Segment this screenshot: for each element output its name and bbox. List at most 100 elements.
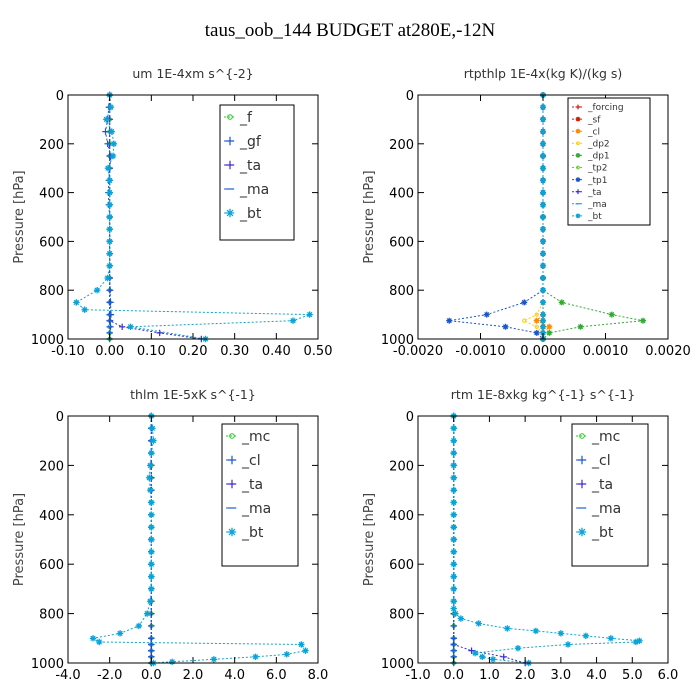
- data-point: [558, 299, 565, 306]
- legend-label: _ta: [587, 188, 602, 198]
- legend-label: _ma: [591, 501, 621, 517]
- data-point: [450, 548, 457, 556]
- data-point: [116, 630, 124, 637]
- y-tick-label: 1000: [31, 657, 64, 672]
- plot-frame: [417, 415, 669, 664]
- data-point: [534, 324, 539, 329]
- data-point: [575, 177, 581, 182]
- data-point: [450, 462, 457, 469]
- data-point: [150, 437, 157, 444]
- data-point: [632, 638, 640, 646]
- series-bt: [89, 412, 309, 667]
- data-point: [446, 317, 453, 324]
- data-point: [483, 311, 490, 318]
- data-point: [450, 598, 457, 605]
- series-ta: [450, 412, 529, 667]
- data-point: [540, 250, 546, 257]
- data-point: [450, 449, 457, 457]
- y-tick-label: 1000: [381, 657, 414, 672]
- legend-label: _gf: [239, 134, 262, 150]
- data-point: [514, 644, 522, 652]
- legend-label: _bt: [239, 206, 262, 222]
- legend-label: _mc: [241, 429, 270, 445]
- y-tick-label: 0: [56, 410, 64, 425]
- data-point: [135, 622, 143, 630]
- legend-label: _tp1: [587, 176, 607, 186]
- x-tick-label: 0.0020: [645, 344, 691, 359]
- y-tick-label: 1000: [31, 333, 64, 348]
- data-point: [289, 317, 297, 324]
- data-point: [540, 116, 546, 123]
- y-tick-label: 400: [389, 187, 414, 202]
- data-point: [540, 201, 546, 208]
- data-point: [564, 641, 572, 648]
- data-point: [450, 585, 457, 593]
- data-point: [577, 455, 587, 465]
- data-point: [168, 658, 176, 665]
- data-point: [225, 136, 235, 146]
- y-tick-label: 800: [389, 608, 414, 623]
- data-point: [109, 152, 117, 160]
- data-point: [146, 474, 153, 481]
- x-tick-label: 0.0010: [583, 344, 629, 359]
- data-point: [577, 527, 587, 537]
- series-line: [109, 95, 202, 340]
- data-point: [533, 329, 540, 336]
- legend-box: [219, 104, 295, 241]
- series-line: [104, 94, 112, 339]
- data-point: [106, 213, 113, 221]
- legend-label: _sf: [587, 115, 601, 125]
- legend-label: _ma: [587, 200, 607, 210]
- data-point: [540, 317, 546, 324]
- data-point: [575, 104, 581, 110]
- data-point: [575, 128, 581, 134]
- data-point: [252, 653, 259, 661]
- data-point: [106, 226, 113, 233]
- data-point: [210, 656, 218, 663]
- data-point: [110, 140, 118, 147]
- x-tick-label: -0.10: [51, 344, 85, 359]
- data-point: [450, 536, 457, 543]
- legend-label: _mc: [591, 429, 620, 445]
- data-point: [577, 479, 587, 489]
- x-tick-label: 0.40: [262, 344, 291, 359]
- series-bt: [540, 92, 546, 342]
- x-tick-label: -4.0: [55, 668, 80, 683]
- data-point: [148, 511, 155, 518]
- y-tick-label: 400: [39, 187, 64, 202]
- legend-label: _ta: [591, 477, 613, 493]
- data-point: [540, 177, 546, 184]
- legend-label: _bt: [591, 525, 614, 541]
- data-point: [103, 116, 110, 123]
- data-point: [450, 474, 457, 481]
- data-point: [577, 323, 584, 330]
- data-point: [106, 189, 113, 196]
- data-point: [540, 299, 546, 306]
- x-tick-label: 4.0: [224, 668, 245, 683]
- data-point: [148, 548, 155, 556]
- chart-title: rtm 1E-8xkg kg^{-1} s^{-1}: [451, 387, 635, 402]
- x-tick-label: 0.30: [220, 344, 249, 359]
- data-point: [540, 275, 546, 281]
- data-point: [227, 527, 237, 537]
- data-point: [582, 632, 590, 640]
- data-point: [104, 274, 111, 282]
- y-tick-label: 200: [389, 138, 414, 153]
- x-tick-label: -0.0020: [393, 344, 443, 359]
- data-point: [227, 479, 237, 489]
- legend-label: _dp2: [587, 139, 610, 149]
- x-tick-label: 5.0: [622, 668, 643, 683]
- y-tick-label: 200: [389, 459, 414, 474]
- y-tick-label: 0: [56, 89, 64, 104]
- data-point: [540, 323, 546, 330]
- y-axis-label: Pressure [hPa]: [12, 170, 27, 263]
- data-point: [540, 262, 546, 269]
- data-point: [450, 499, 457, 506]
- data-point: [540, 189, 546, 196]
- y-tick-label: 0: [406, 410, 414, 425]
- data-point: [229, 433, 235, 439]
- legend-label: _cl: [587, 127, 600, 137]
- y-axis-label: Pressure [hPa]: [362, 170, 377, 263]
- data-point: [143, 610, 151, 617]
- y-tick-label: 1000: [381, 333, 414, 348]
